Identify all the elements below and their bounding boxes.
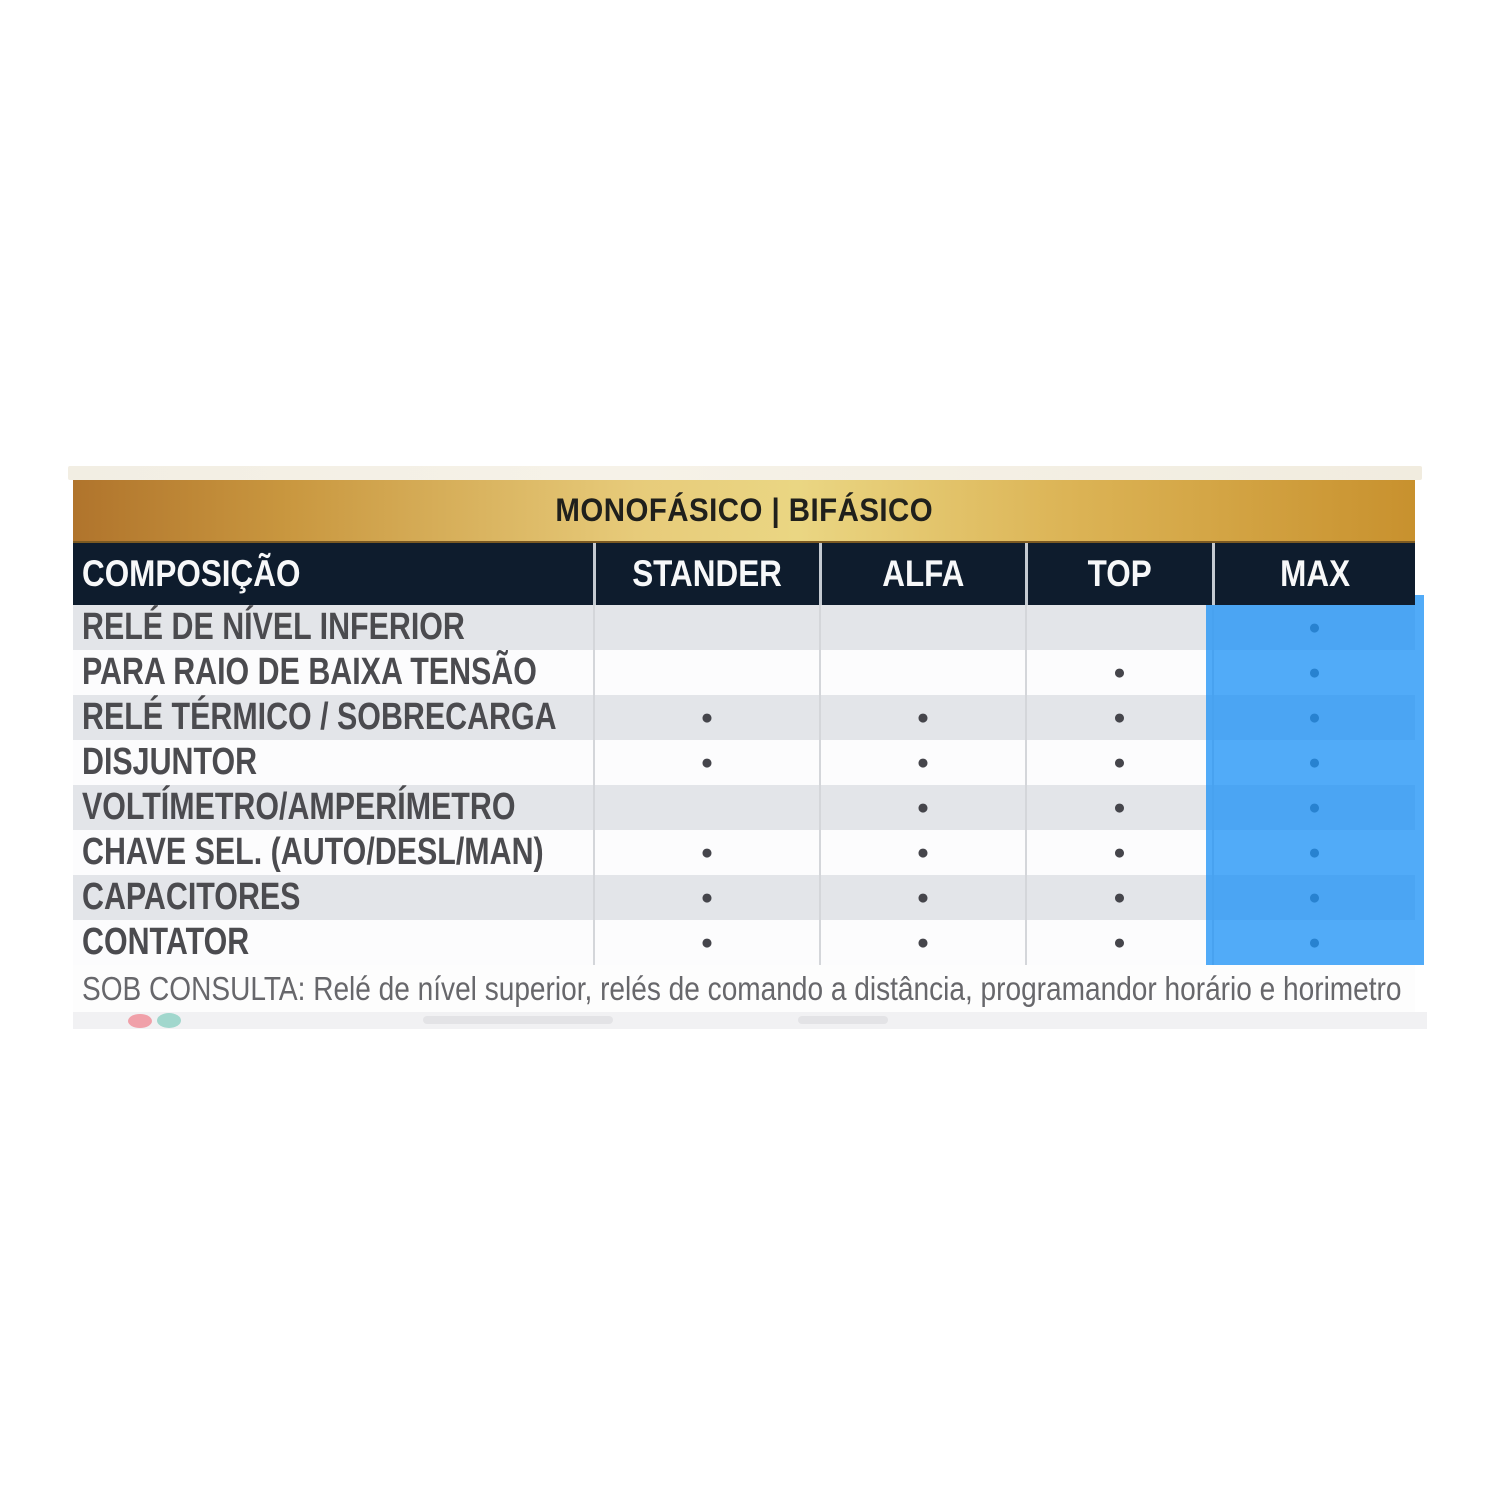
column-header-stander: STANDER: [593, 543, 819, 605]
gray-smudge-artifact: [423, 1016, 613, 1024]
row-label: RELÉ DE NÍVEL INFERIOR: [82, 606, 465, 648]
row-label: VOLTÍMETRO/AMPERÍMETRO: [82, 786, 516, 828]
dot-cell-alfa: ●: [819, 830, 1025, 875]
dot-cell-stander: ●: [593, 695, 819, 740]
table-column-header: COMPOSIÇÃO STANDER ALFA TOP MAX: [73, 543, 1415, 605]
background-blur-strip-top: [68, 466, 1422, 480]
row-label: CONTATOR: [82, 921, 250, 963]
table-row: RELÉ TÉRMICO / SOBRECARGA ● ● ● ●: [73, 695, 1415, 740]
table-row: CAPACITORES ● ● ● ●: [73, 875, 1415, 920]
column-header-max: MAX: [1212, 543, 1415, 605]
dot-cell-alfa: ●: [819, 920, 1025, 965]
dot-cell-top: ●: [1025, 695, 1212, 740]
dot-cell-stander: ●: [593, 920, 819, 965]
row-label: DISJUNTOR: [82, 741, 258, 783]
dot-cell-top: ●: [1025, 785, 1212, 830]
dot-cell-alfa: ●: [819, 740, 1025, 785]
dot-cell-top: ●: [1025, 740, 1212, 785]
column-header-composicao: COMPOSIÇÃO: [82, 553, 301, 594]
dot-cell-top: [1025, 605, 1212, 650]
column-header-top: TOP: [1025, 543, 1212, 605]
dot-cell-stander: [593, 605, 819, 650]
table-row: DISJUNTOR ● ● ● ●: [73, 740, 1415, 785]
dot-cell-alfa: ●: [819, 875, 1025, 920]
table-row: CONTATOR ● ● ● ●: [73, 920, 1415, 965]
table-banner: MONOFÁSICO | BIFÁSICO: [73, 480, 1415, 543]
table-footnote: SOB CONSULTA: Relé de nível superior, re…: [73, 965, 1415, 1012]
dot-cell-alfa: ●: [819, 695, 1025, 740]
table-row: PARA RAIO DE BAIXA TENSÃO ● ●: [73, 650, 1415, 695]
gray-smudge-artifact: [798, 1016, 888, 1024]
row-label: RELÉ TÉRMICO / SOBRECARGA: [82, 696, 557, 738]
table-row: RELÉ DE NÍVEL INFERIOR ●: [73, 605, 1415, 650]
dot-cell-stander: [593, 650, 819, 695]
dot-cell-top: ●: [1025, 920, 1212, 965]
dot-cell-stander: [593, 785, 819, 830]
teal-blob-artifact: [157, 1013, 181, 1028]
dot-cell-alfa: [819, 605, 1025, 650]
table-row: VOLTÍMETRO/AMPERÍMETRO ● ● ●: [73, 785, 1415, 830]
dot-cell-top: ●: [1025, 830, 1212, 875]
background-blur-strip-bottom: [73, 1012, 1427, 1029]
footnote-text: SOB CONSULTA: Relé de nível superior, re…: [82, 969, 1402, 1007]
row-label: PARA RAIO DE BAIXA TENSÃO: [82, 651, 537, 693]
pink-blob-artifact: [128, 1014, 152, 1028]
dot-cell-top: ●: [1025, 650, 1212, 695]
dot-cell-stander: ●: [593, 740, 819, 785]
dot-cell-stander: ●: [593, 830, 819, 875]
dot-cell-top: ●: [1025, 875, 1212, 920]
max-column-highlight: [1206, 595, 1424, 965]
banner-title: MONOFÁSICO | BIFÁSICO: [555, 492, 933, 528]
column-header-alfa: ALFA: [819, 543, 1025, 605]
dot-cell-alfa: ●: [819, 785, 1025, 830]
table-body: RELÉ DE NÍVEL INFERIOR ● PARA RAIO DE BA…: [73, 605, 1415, 965]
dot-cell-alfa: [819, 650, 1025, 695]
dot-cell-stander: ●: [593, 875, 819, 920]
row-label: CHAVE SEL. (AUTO/DESL/MAN): [82, 831, 544, 873]
table-row: CHAVE SEL. (AUTO/DESL/MAN) ● ● ● ●: [73, 830, 1415, 875]
row-label: CAPACITORES: [82, 876, 301, 918]
